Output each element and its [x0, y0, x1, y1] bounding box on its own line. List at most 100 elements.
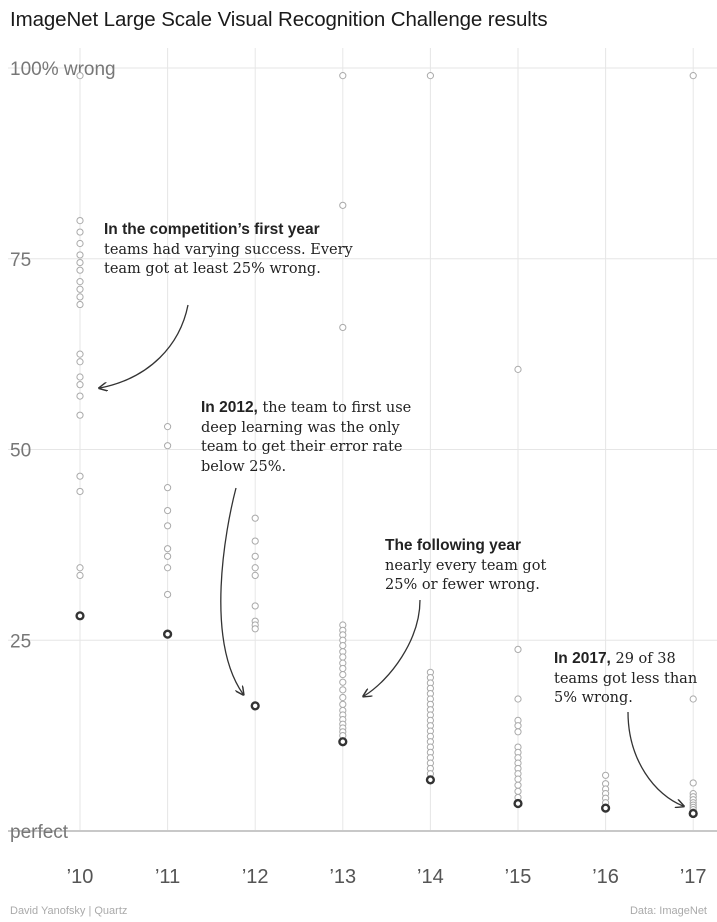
- y-tick-label: 25: [10, 631, 31, 652]
- data-point: [514, 781, 522, 789]
- data-point: [76, 228, 84, 236]
- data-point: [339, 693, 347, 702]
- data-point: [164, 423, 172, 431]
- x-tick-label: ’13: [329, 866, 356, 888]
- annotation-2012-text: the team to first use deep learning was …: [201, 400, 412, 475]
- data-point: [164, 484, 172, 492]
- data-point: [76, 358, 84, 366]
- data-point: [251, 564, 259, 572]
- x-tick-label: ’12: [242, 866, 269, 888]
- x-tick-label: ’11: [155, 866, 180, 888]
- data-point: [514, 775, 522, 783]
- data-point: [76, 239, 84, 248]
- annotation-2013: The following year nearly every team got…: [385, 536, 575, 596]
- data-points: [75, 72, 698, 819]
- winner-point: [250, 701, 260, 711]
- data-point: [339, 641, 347, 650]
- data-point: [339, 664, 347, 673]
- data-point: [164, 545, 172, 553]
- annotation-2017-text: 29 of 38 teams got less than 5% wrong.: [554, 651, 698, 706]
- x-tick-label: ’17: [680, 866, 707, 888]
- annotation-arrows: [100, 304, 683, 806]
- data-point: [76, 293, 84, 301]
- data-point: [251, 571, 259, 579]
- annotation-2013-bold: The following year: [385, 537, 522, 554]
- data-point: [339, 653, 347, 661]
- data-point: [76, 350, 84, 358]
- winner-point: [513, 798, 523, 809]
- winner-point: [600, 803, 611, 813]
- data-point: [76, 564, 84, 572]
- data-point: [76, 571, 84, 579]
- data-point: [76, 373, 84, 381]
- data-point: [339, 686, 347, 694]
- x-axis-ticks: ’10 ’11 ’12 ’13 ’14 ’15 ’16 ’17: [67, 866, 707, 888]
- x-tick-label: ’16: [592, 866, 619, 888]
- y-axis-ticks: perfect 25 50 75 100% wrong: [10, 59, 116, 843]
- data-point: [339, 72, 347, 80]
- data-point: [164, 590, 172, 599]
- annotation-2010: In the competition’s first year teams ha…: [104, 220, 354, 280]
- data-point: [76, 300, 84, 309]
- data-point: [164, 522, 172, 530]
- annotation-2013-text: nearly every team got 25% or fewer wrong…: [385, 557, 547, 594]
- annotation-2010-bold: In the competition’s first year: [104, 221, 320, 238]
- data-point: [514, 787, 522, 795]
- data-point: [514, 365, 522, 373]
- data-point: [339, 201, 347, 209]
- data-point: [164, 564, 172, 572]
- y-tick-label: 50: [10, 441, 31, 462]
- annotation-2017-bold: In 2017,: [554, 650, 611, 667]
- annotation-2012-bold: In 2012,: [201, 399, 258, 416]
- data-point: [76, 472, 84, 480]
- data-point: [339, 323, 347, 332]
- x-tick-label: ’10: [67, 866, 94, 888]
- winner-point: [688, 808, 698, 819]
- data-point: [76, 72, 84, 80]
- arrow-2010: [100, 304, 189, 388]
- data-point: [514, 722, 522, 730]
- data-point: [76, 258, 84, 267]
- arrow-2013: [364, 599, 421, 696]
- data-point: [689, 779, 697, 787]
- winner-point: [75, 611, 85, 621]
- data-point: [76, 251, 84, 259]
- winner-point: [425, 775, 436, 785]
- arrow-2017: [627, 711, 683, 806]
- data-point: [514, 728, 522, 736]
- data-point: [426, 72, 434, 80]
- data-point: [251, 514, 259, 522]
- data-point: [689, 72, 697, 80]
- data-point: [251, 602, 259, 610]
- y-tick-label: 75: [10, 250, 31, 271]
- data-point: [339, 700, 347, 708]
- chart-title: ImageNet Large Scale Visual Recognition …: [10, 8, 548, 31]
- footer-credit: David Yanofsky | Quartz: [10, 905, 128, 917]
- data-point: [251, 625, 259, 633]
- data-point: [339, 670, 347, 679]
- data-point: [76, 487, 84, 496]
- data-point: [76, 381, 84, 389]
- winner-point: [163, 629, 173, 639]
- data-point: [76, 392, 84, 400]
- arrow-2012: [220, 487, 243, 694]
- data-point: [76, 217, 84, 225]
- data-point: [251, 552, 259, 560]
- data-point: [602, 771, 610, 779]
- y-tick-label: perfect: [10, 822, 69, 843]
- footer-source: Data: ImageNet: [629, 905, 707, 917]
- data-point: [76, 411, 84, 419]
- x-tick-label: ’14: [417, 866, 444, 888]
- data-point: [514, 645, 522, 654]
- annotation-2010-text: teams had varying success. Every team go…: [104, 241, 353, 278]
- x-tick-label: ’15: [505, 866, 532, 888]
- data-point: [76, 266, 84, 274]
- data-point: [689, 695, 697, 703]
- annotation-2017: In 2017, 29 of 38 teams got less than 5%…: [554, 649, 714, 709]
- annotation-2012: In 2012, the team to first use deep lear…: [201, 398, 436, 477]
- winner-point: [338, 737, 348, 747]
- data-point: [514, 695, 522, 703]
- data-point: [76, 278, 84, 286]
- data-point: [164, 442, 172, 450]
